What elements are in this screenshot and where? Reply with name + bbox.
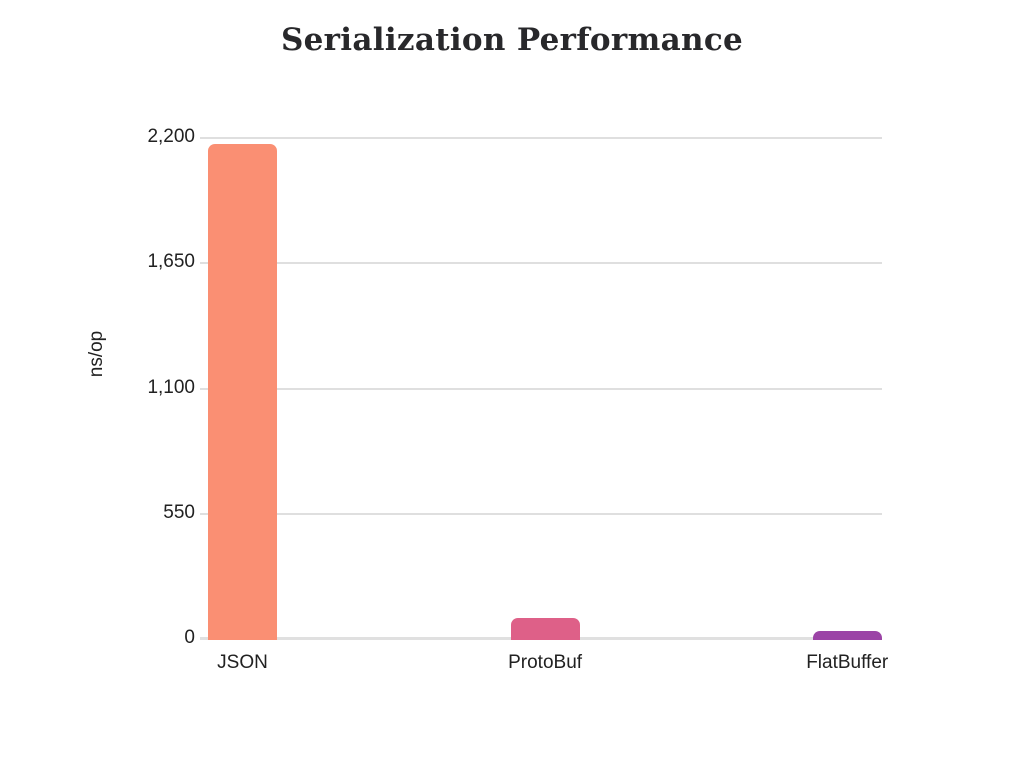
chart-title: Serialization Performance bbox=[280, 22, 744, 58]
y-tick-label: 0 bbox=[184, 627, 195, 648]
x-category-label: ProtoBuf bbox=[508, 652, 583, 673]
gridline bbox=[200, 512, 882, 515]
gridline bbox=[200, 262, 882, 265]
y-tick-label: 1,100 bbox=[147, 376, 195, 398]
x-category-label: JSON bbox=[217, 652, 268, 673]
bar-json bbox=[207, 143, 277, 640]
bar-flatbuffer bbox=[812, 630, 882, 640]
y-tick-label: 550 bbox=[163, 501, 195, 523]
bar-protobuf bbox=[510, 618, 580, 640]
y-tick-label: 2,200 bbox=[147, 126, 195, 147]
plot-area bbox=[200, 137, 882, 640]
x-category-label: FlatBuffer bbox=[806, 652, 889, 673]
gridline bbox=[200, 137, 882, 139]
gridline bbox=[200, 387, 882, 390]
y-tick-label: 1,650 bbox=[147, 251, 195, 273]
